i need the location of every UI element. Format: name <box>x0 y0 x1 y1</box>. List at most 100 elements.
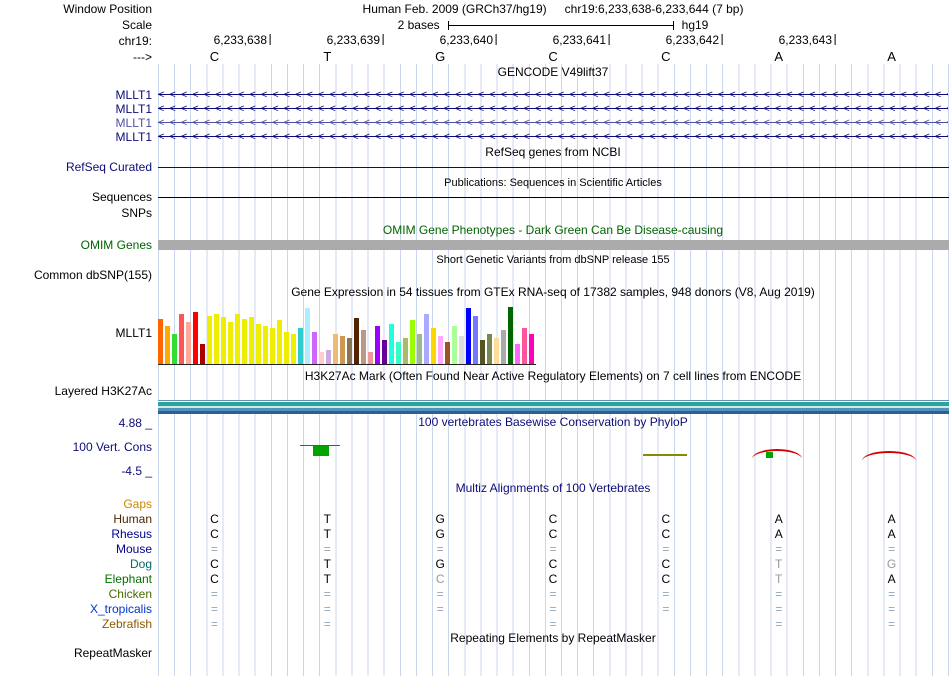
phylop-positive-bar <box>313 446 329 456</box>
transcript-label[interactable]: MLLT1 <box>115 88 152 102</box>
position-tick: 6,233,641 <box>553 34 610 47</box>
alignment-row: Human C T G C C A A <box>0 512 950 527</box>
gtex-bar <box>431 328 436 364</box>
alignment-row: Zebrafish = = = = = <box>0 617 950 632</box>
transcript-intron-arrows[interactable]: <<<<<<<<<<<<<<<<<<<<<<<<<<<<<<<<<<<<<<<<… <box>158 88 948 102</box>
gtex-bar <box>424 314 429 364</box>
alignment-base: G <box>435 527 445 541</box>
gtex-gene-label[interactable]: MLLT1 <box>115 326 152 340</box>
transcript-label[interactable]: MLLT1 <box>115 116 152 130</box>
snps-label[interactable]: SNPs <box>121 206 152 220</box>
alignment-bases: = = = = = = = <box>158 587 948 602</box>
gtex-bar <box>368 352 373 364</box>
alignment-base: = <box>549 587 557 601</box>
alignment-base: = <box>210 617 218 631</box>
alignment-base <box>609 617 722 632</box>
gaps-label[interactable]: Gaps <box>123 497 152 511</box>
common-dbsnp-label[interactable]: Common dbSNP(155) <box>33 268 152 282</box>
species-label[interactable]: Human <box>113 512 152 526</box>
base-letter: G <box>435 49 446 64</box>
gtex-bar <box>193 312 198 364</box>
position-tick: 6,233,643 <box>779 34 836 47</box>
scale-label: Scale <box>121 18 152 32</box>
transcript-label[interactable]: MLLT1 <box>115 102 152 116</box>
position-tick: 6,233,642 <box>666 34 723 47</box>
gtex-bar <box>263 326 268 364</box>
species-label[interactable]: Rhesus <box>111 527 152 541</box>
transcript-row[interactable]: MLLT1 <<<<<<<<<<<<<<<<<<<<<<<<<<<<<<<<<<… <box>0 102 950 116</box>
gtex-bar <box>508 307 513 364</box>
layered-h3k27ac-label[interactable]: Layered H3K27Ac <box>54 384 152 398</box>
alignment-base: C <box>548 572 558 586</box>
gtex-bar <box>298 328 303 364</box>
omim-track-title: OMIM Gene Phenotypes - Dark Green Can Be… <box>382 223 724 237</box>
gtex-bar <box>515 344 520 364</box>
transcript-intron-arrows[interactable]: <<<<<<<<<<<<<<<<<<<<<<<<<<<<<<<<<<<<<<<<… <box>158 102 948 116</box>
phylop-negative-arc <box>752 449 802 459</box>
gtex-bar <box>172 334 177 364</box>
alignment-base: T <box>323 557 331 571</box>
transcript-intron-arrows[interactable]: <<<<<<<<<<<<<<<<<<<<<<<<<<<<<<<<<<<<<<<<… <box>158 130 948 144</box>
gtex-bar <box>375 326 380 364</box>
alignment-base: = <box>436 587 444 601</box>
alignment-row: Chicken = = = = = = = <box>0 587 950 602</box>
species-label[interactable]: Dog <box>129 557 152 571</box>
alignment-base: = <box>888 602 896 616</box>
transcript-row[interactable]: MLLT1 <<<<<<<<<<<<<<<<<<<<<<<<<<<<<<<<<<… <box>0 88 950 102</box>
gencode-track-title: GENCODE V49lift37 <box>497 65 609 79</box>
species-label[interactable]: Chicken <box>108 587 152 601</box>
gtex-bar <box>382 340 387 364</box>
alignment-base: = <box>775 617 783 631</box>
alignment-base: = <box>210 542 218 556</box>
chromosome-label: chr19: <box>118 34 152 48</box>
sequences-label[interactable]: Sequences <box>91 190 152 204</box>
gtex-bar <box>186 322 191 364</box>
gtex-bar <box>312 332 317 364</box>
gtex-bar <box>291 334 296 364</box>
gtex-bar <box>305 308 310 364</box>
publications-item[interactable] <box>158 197 949 198</box>
species-label[interactable]: X_tropicalis <box>89 602 152 616</box>
transcript-label[interactable]: MLLT1 <box>115 130 152 144</box>
omim-genes-label[interactable]: OMIM Genes <box>80 238 152 252</box>
alignment-base: T <box>323 512 331 526</box>
phylop-track-label[interactable]: 100 Vert. Cons <box>72 440 152 454</box>
transcript-row[interactable]: MLLT1 <<<<<<<<<<<<<<<<<<<<<<<<<<<<<<<<<<… <box>0 116 950 130</box>
gtex-bar <box>347 338 352 364</box>
gtex-bars[interactable] <box>158 300 536 365</box>
alignment-base: = <box>662 602 670 616</box>
base-letter: T <box>323 49 332 64</box>
refseq-track-title: RefSeq genes from NCBI <box>485 145 621 159</box>
window-position-label: Window Position <box>63 2 152 16</box>
alignment-base <box>384 617 497 632</box>
gtex-bar <box>487 334 492 364</box>
alignment-base: = <box>888 617 896 631</box>
refseq-curated-label[interactable]: RefSeq Curated <box>65 160 152 174</box>
strand-direction-label: ---> <box>133 50 152 64</box>
alignment-row: Dog C T G C C T G <box>0 557 950 572</box>
alignment-base: = <box>323 602 331 616</box>
base-letter: A <box>774 49 784 64</box>
alignment-base: A <box>774 512 783 526</box>
omim-gene-item[interactable] <box>158 240 949 250</box>
alignment-base: A <box>887 572 896 586</box>
gtex-bar <box>459 336 464 364</box>
gtex-bar <box>326 350 331 364</box>
gtex-bar <box>214 314 219 364</box>
scale-bar <box>447 20 674 30</box>
alignment-row: Elephant C T C C C T A <box>0 572 950 587</box>
h3k27ac-signal-band[interactable] <box>158 400 949 414</box>
refseq-gene-item[interactable] <box>158 167 949 168</box>
alignment-base: T <box>775 557 783 571</box>
gtex-bar <box>277 320 282 364</box>
h3k27ac-track-title: H3K27Ac Mark (Often Found Near Active Re… <box>304 369 802 383</box>
alignment-base: C <box>661 527 671 541</box>
transcript-intron-arrows[interactable]: <<<<<<<<<<<<<<<<<<<<<<<<<<<<<<<<<<<<<<<<… <box>158 116 948 130</box>
species-label[interactable]: Elephant <box>104 572 152 586</box>
species-label[interactable]: Zebrafish <box>101 617 152 631</box>
phylop-track-title: 100 vertebrates Basewise Conservation by… <box>418 415 688 429</box>
species-label[interactable]: Mouse <box>115 542 152 556</box>
alignment-base: = <box>775 542 783 556</box>
repeatmasker-label[interactable]: RepeatMasker <box>73 646 152 660</box>
transcript-row[interactable]: MLLT1 <<<<<<<<<<<<<<<<<<<<<<<<<<<<<<<<<<… <box>0 130 950 144</box>
